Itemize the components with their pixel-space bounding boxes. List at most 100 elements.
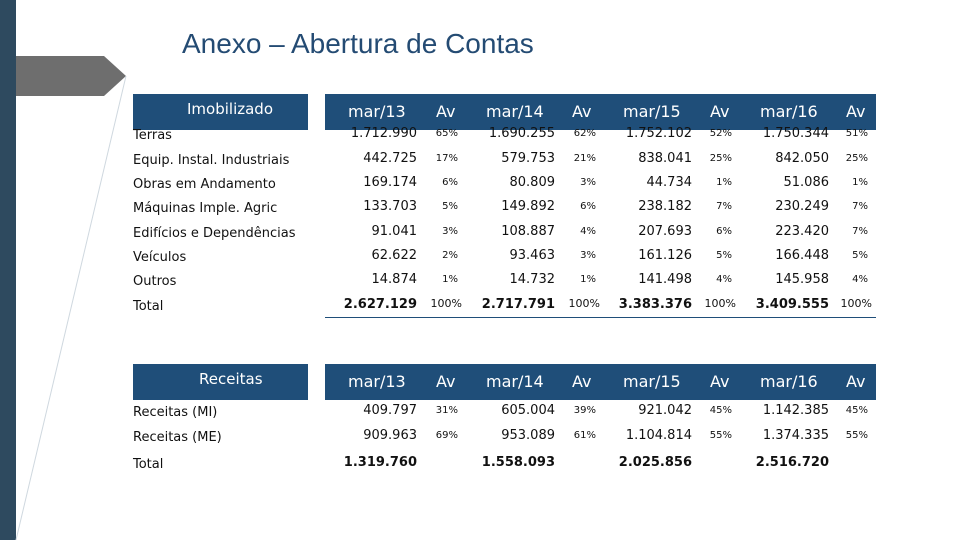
- table2-total-value: 2.025.856: [618, 455, 692, 470]
- table1-row-percent: 4%: [716, 274, 732, 285]
- left-accent-bar: [0, 0, 16, 540]
- table2-row-percent: 45%: [845, 405, 868, 416]
- table1-row-value: 133.703: [363, 199, 417, 214]
- table1-row-percent: 7%: [852, 226, 868, 237]
- table2-row-value: 1.374.335: [762, 428, 829, 443]
- table1-row-value: 1.712.990: [350, 126, 417, 141]
- table1-header-period: mar/14: [486, 102, 544, 121]
- table1-row-value: 207.693: [638, 224, 692, 239]
- table2-row-value: 1.104.814: [625, 428, 692, 443]
- table1-row-percent: 3%: [442, 226, 458, 237]
- table2-header-band: [133, 364, 308, 400]
- table1-row-value: 1.690.255: [488, 126, 555, 141]
- table1-header-period: mar/16: [760, 102, 818, 121]
- table2-row-percent: 39%: [573, 405, 596, 416]
- table1-row-value: 169.174: [363, 175, 417, 190]
- table1-row-label: Outros: [133, 274, 177, 289]
- table1-row-percent: 1%: [442, 274, 458, 285]
- table1-row-value: 223.420: [775, 224, 829, 239]
- table2-total-value: 2.516.720: [755, 455, 829, 470]
- table1-total-value: 3.409.555: [755, 297, 829, 312]
- table1-row-percent: 6%: [716, 226, 732, 237]
- page-title: Anexo – Abertura de Contas: [182, 28, 534, 59]
- table2-row-value: 921.042: [638, 403, 692, 418]
- table1-row-value: 14.874: [371, 272, 418, 287]
- table2-row-value: 605.004: [501, 403, 555, 418]
- table1-row-value: 230.249: [775, 199, 829, 214]
- table1-row-percent: 52%: [709, 128, 732, 139]
- table1-row-percent: 6%: [580, 201, 596, 212]
- table1-row-percent: 7%: [716, 201, 732, 212]
- table2-header-av: Av: [846, 372, 866, 391]
- table1-row-value: 442.725: [363, 151, 417, 166]
- table1-row-percent: 65%: [435, 128, 458, 139]
- table1-row-percent: 3%: [580, 250, 596, 261]
- table2-row-value: 909.963: [363, 428, 417, 443]
- table2-header-av: Av: [710, 372, 730, 391]
- table2-header-av: Av: [572, 372, 592, 391]
- table1-row-percent: 4%: [580, 226, 596, 237]
- table1-total-label: Total: [133, 299, 164, 314]
- table1-row-percent: 4%: [852, 274, 868, 285]
- table1-bottom-rule: [325, 317, 876, 318]
- table2-total-label: Total: [133, 457, 164, 472]
- table1-row-percent: 1%: [852, 177, 868, 188]
- table1-row-value: 842.050: [775, 151, 829, 166]
- table1-total-percent: 100%: [430, 297, 462, 310]
- table1-row-percent: 17%: [435, 153, 458, 164]
- table1-row-percent: 21%: [573, 153, 596, 164]
- table1-row-label: Obras em Andamento: [133, 177, 276, 192]
- table1-row-label: Veículos: [133, 250, 187, 265]
- table1-row-percent: 5%: [442, 201, 458, 212]
- table2-row-percent: 61%: [573, 430, 596, 441]
- table2-total-value: 1.319.760: [343, 455, 417, 470]
- table1-row-value: 62.622: [371, 248, 418, 263]
- table1-header-av: Av: [572, 102, 592, 121]
- table1-row-percent: 51%: [845, 128, 868, 139]
- table2-row-value: 1.142.385: [762, 403, 829, 418]
- table1-row-percent: 25%: [709, 153, 732, 164]
- table1-row-value: 108.887: [501, 224, 555, 239]
- table2-header-period: mar/13: [348, 372, 406, 391]
- decorative-graphic: [15, 56, 127, 540]
- table1-total-value: 3.383.376: [618, 297, 692, 312]
- table1-row-percent: 25%: [845, 153, 868, 164]
- table2-row-percent: 45%: [709, 405, 732, 416]
- table1-row-percent: 3%: [580, 177, 596, 188]
- table1-total-percent: 100%: [840, 297, 872, 310]
- table1-row-value: 579.753: [501, 151, 555, 166]
- table1-header-period: mar/15: [623, 102, 681, 121]
- table2-row-percent: 69%: [435, 430, 458, 441]
- table1-row-label: Máquinas Imple. Agric: [133, 201, 278, 216]
- table1-header-av: Av: [846, 102, 866, 121]
- table1-row-label: Equip. Instal. Industriais: [133, 153, 290, 168]
- table1-row-percent: 5%: [716, 250, 732, 261]
- table1-row-label: Edifícios e Dependências: [133, 226, 296, 241]
- table1-header-band: [133, 94, 308, 130]
- table1-row-percent: 6%: [442, 177, 458, 188]
- table1-row-percent: 5%: [852, 250, 868, 261]
- table2-row-percent: 31%: [435, 405, 458, 416]
- table1-row-percent: 62%: [573, 128, 596, 139]
- table1-row-percent: 1%: [716, 177, 732, 188]
- table2-total-value: 1.558.093: [481, 455, 555, 470]
- table1-row-value: 51.086: [783, 175, 830, 190]
- table1-row-value: 1.750.344: [762, 126, 829, 141]
- table1-row-value: 14.732: [509, 272, 556, 287]
- table2-row-percent: 55%: [709, 430, 732, 441]
- table2-row-label: Receitas (ME): [133, 430, 222, 445]
- table1-total-value: 2.717.791: [481, 297, 555, 312]
- table2-header-label: Receitas: [199, 370, 263, 388]
- table1-row-value: 141.498: [638, 272, 692, 287]
- table1-total-percent: 100%: [704, 297, 736, 310]
- table2-row-label: Receitas (MI): [133, 405, 218, 420]
- table1-row-percent: 1%: [580, 274, 596, 285]
- table1-row-percent: 7%: [852, 201, 868, 212]
- table1-row-value: 161.126: [638, 248, 692, 263]
- table1-header-av: Av: [436, 102, 456, 121]
- table1-row-value: 93.463: [509, 248, 556, 263]
- table1-row-label: Terras: [133, 128, 172, 143]
- table1-row-value: 91.041: [371, 224, 418, 239]
- table1-row-value: 838.041: [638, 151, 692, 166]
- table1-header-label: Imobilizado: [187, 100, 274, 118]
